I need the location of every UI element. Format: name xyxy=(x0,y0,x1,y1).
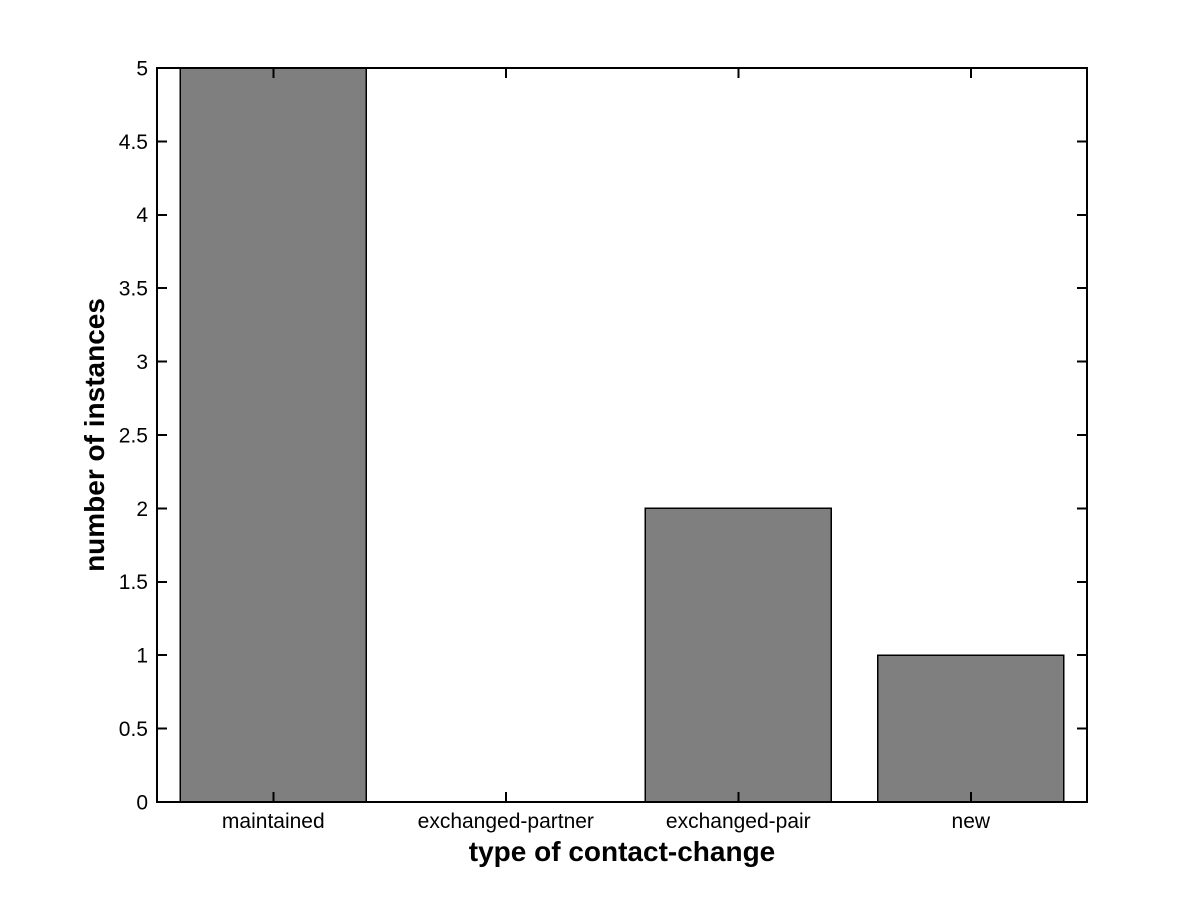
y-tick-label: 2 xyxy=(136,498,148,521)
bar xyxy=(179,67,368,803)
y-axis-label: number of instances xyxy=(79,298,110,572)
bars-group xyxy=(179,67,1065,803)
x-tick-label: new xyxy=(952,810,991,833)
y-tick-label: 1.5 xyxy=(119,571,148,594)
plot-border xyxy=(156,67,1088,803)
bar xyxy=(877,654,1065,803)
y-tick-label: 2.5 xyxy=(119,424,148,447)
y-tick-label: 3.5 xyxy=(119,278,148,301)
y-tick-label: 0 xyxy=(136,791,148,814)
y-tick-label: 4 xyxy=(136,204,148,227)
y-tick-label: 4.5 xyxy=(119,131,148,154)
y-tick-label: 1 xyxy=(136,645,148,668)
bar xyxy=(644,507,833,803)
y-tick-label: 5 xyxy=(136,57,148,80)
x-axis-label: type of contact-change xyxy=(468,836,776,867)
x-tick-label: exchanged-partner xyxy=(418,810,594,833)
y-tick-label: 3 xyxy=(136,351,148,374)
ticks-group xyxy=(157,67,1087,803)
x-tick-label: exchanged-pair xyxy=(666,810,811,833)
tick-labels-group: 0 0.5 1 1.5 2 2.5 3 3.5 4 4.5 5 maintained exchanged… xyxy=(119,57,991,833)
x-tick-label: maintained xyxy=(222,810,325,833)
y-tick-label: 0.5 xyxy=(119,718,148,741)
